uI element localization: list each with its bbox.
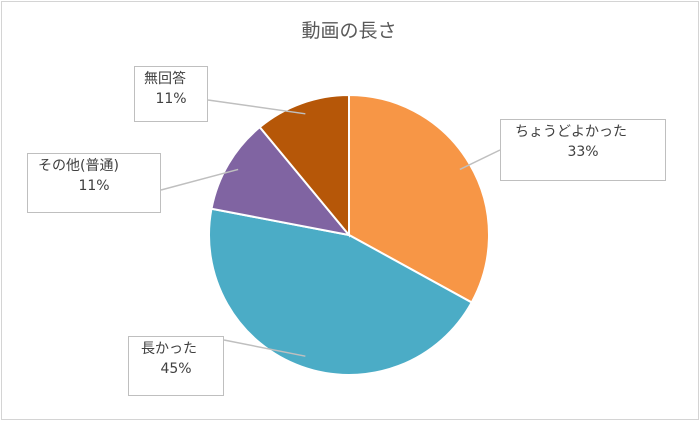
pie-slice-2 [210, 125, 352, 237]
leader-line-0 [459, 149, 501, 171]
leader-line-3 [207, 99, 306, 115]
data-label-slice-3: 無回答 11% [134, 66, 208, 122]
data-label-value: 45% [160, 361, 192, 377]
data-label-slice-1: 長かった 45% [128, 336, 224, 396]
leader-line-1 [223, 339, 306, 357]
data-label-slice-0: ちょうどよかった 33% [500, 119, 666, 181]
data-label-category: 無回答 [144, 71, 186, 87]
leader-line-2 [160, 168, 239, 191]
data-label-category: ちょうどよかった [515, 124, 627, 140]
data-label-category: その他(普通) [38, 158, 119, 174]
pie-slice-0 [348, 93, 490, 304]
data-label-value: 11% [155, 91, 187, 107]
data-label-value: 11% [78, 178, 110, 194]
data-label-slice-2: その他(普通) 11% [27, 153, 161, 213]
pie-slice-1 [208, 207, 474, 376]
data-label-value: 33% [567, 144, 599, 160]
data-label-category: 長かった [141, 341, 197, 357]
chart-title: 動画の長さ [301, 20, 397, 42]
pie-slice-3 [258, 93, 350, 238]
